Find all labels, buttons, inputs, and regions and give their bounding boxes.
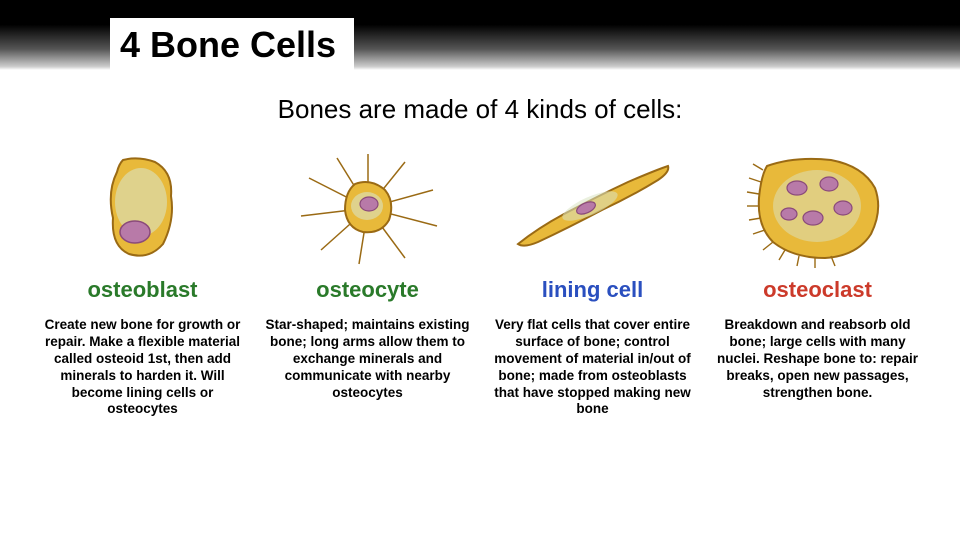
subtitle: Bones are made of 4 kinds of cells:	[0, 94, 960, 125]
header-gradient-band: 4 Bone Cells	[0, 0, 960, 70]
osteoblast-illustration	[53, 143, 233, 273]
cell-column-osteoblast: osteoblast Create new bone for growth or…	[30, 143, 255, 418]
page-title: 4 Bone Cells	[120, 24, 336, 65]
osteocyte-illustration	[278, 143, 458, 273]
osteoblast-nucleus	[120, 221, 150, 243]
cell-grid: osteoblast Create new bone for growth or…	[0, 143, 960, 418]
cell-name: lining cell	[542, 277, 643, 303]
cell-description: Very flat cells that cover entire surfac…	[486, 317, 699, 418]
cell-name: osteoclast	[763, 277, 872, 303]
cell-column-osteocyte: osteocyte Star-shaped; maintains existin…	[255, 143, 480, 418]
cell-column-osteoclast: osteoclast Breakdown and reabsorb old bo…	[705, 143, 930, 418]
cell-name: osteoblast	[87, 277, 197, 303]
osteocyte-nucleus	[360, 197, 378, 211]
cell-description: Star-shaped; maintains existing bone; lo…	[261, 317, 474, 401]
cell-description: Breakdown and reabsorb old bone; large c…	[711, 317, 924, 401]
osteoclast-illustration	[728, 143, 908, 273]
cell-description: Create new bone for growth or repair. Ma…	[36, 317, 249, 418]
lining-cell-illustration	[503, 143, 683, 273]
title-box: 4 Bone Cells	[110, 18, 354, 72]
cell-column-lining-cell: lining cell Very flat cells that cover e…	[480, 143, 705, 418]
cell-name: osteocyte	[316, 277, 419, 303]
